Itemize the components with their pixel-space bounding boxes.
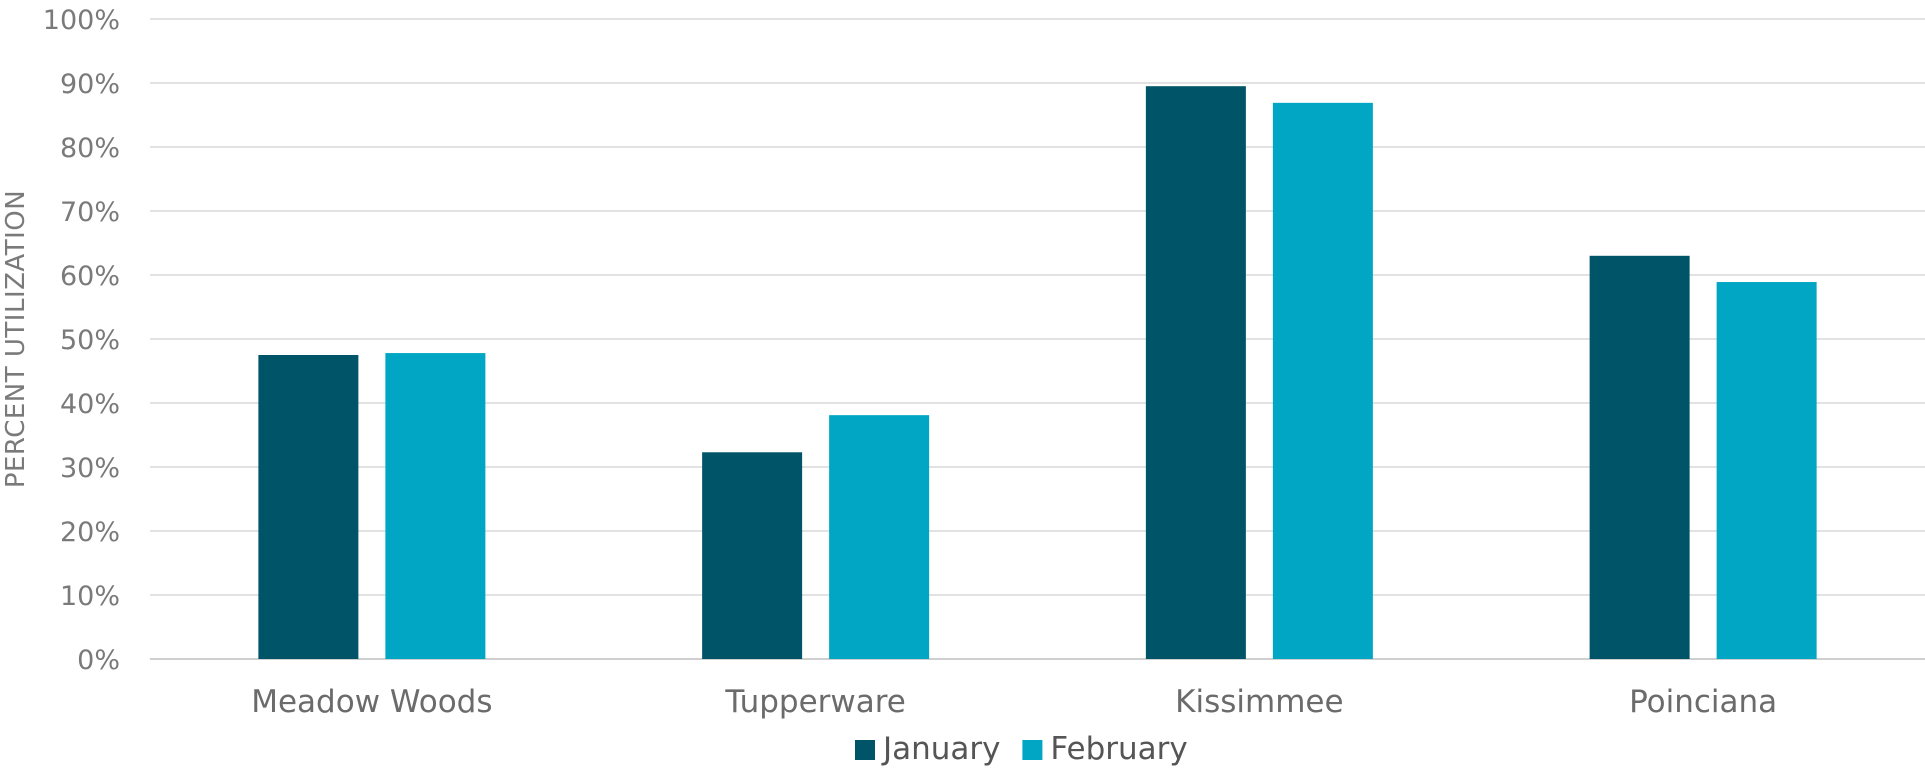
y-tick-label: 30% [60,453,120,484]
legend-label: January [881,731,1001,767]
legend-label: February [1050,731,1187,767]
bar-january-poinciana [1589,255,1690,660]
bar-february-meadow-woods [385,353,486,659]
x-axis-categories: Meadow Woods Tupperware Kissimmee Poinciana [251,684,1777,720]
y-tick-label: 90% [60,69,120,100]
bar-february-poinciana [1716,282,1817,659]
bar-january-tupperware [702,452,803,659]
y-tick-label: 10% [60,581,120,612]
y-axis-ticks: 0% 10% 20% 30% 40% 50% 60% 70% 80% 90% 100% [43,5,120,676]
bars [258,86,1817,660]
y-tick-label: 50% [60,325,120,356]
bar-february-tupperware [829,415,930,659]
y-tick-label: 60% [60,261,120,292]
legend-swatch [855,740,875,760]
x-category-label: Tupperware [724,684,906,720]
bar-january-meadow-woods [258,355,359,659]
legend: January February [855,731,1188,767]
x-category-label: Meadow Woods [251,684,492,720]
bar-february-kissimmee [1272,102,1373,660]
legend-swatch [1022,740,1043,760]
y-axis-title: PERCENT UTILIZATION [1,190,31,488]
x-category-label: Kissimmee [1175,684,1343,720]
y-tick-label: 0% [77,645,120,676]
y-tick-label: 80% [60,133,120,164]
x-category-label: Poinciana [1629,684,1777,720]
y-tick-label: 20% [60,517,120,548]
y-tick-label: 70% [60,197,120,228]
y-tick-label: 100% [43,5,120,36]
bar-january-kissimmee [1145,86,1246,659]
y-tick-label: 40% [60,389,120,420]
